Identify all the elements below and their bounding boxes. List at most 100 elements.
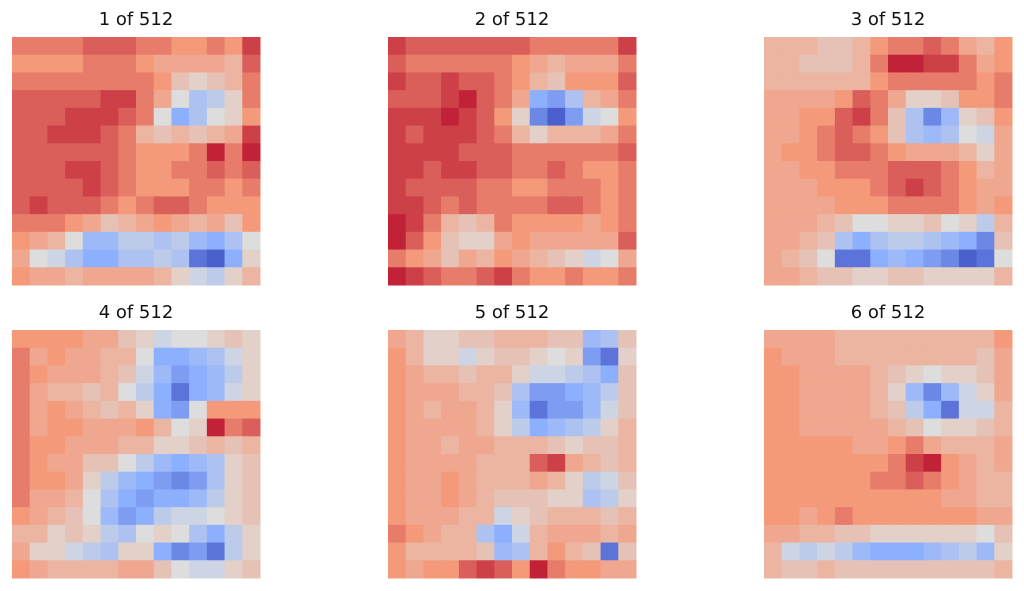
heatmap-cell (834, 330, 854, 349)
heatmap-cell (82, 214, 102, 233)
heatmap-cell (941, 365, 960, 384)
heatmap-cell (834, 524, 854, 544)
heatmap-cell (923, 524, 942, 544)
heatmap-cell (817, 524, 836, 544)
heatmap-cell (82, 489, 102, 508)
heatmap-cell (799, 418, 818, 437)
heatmap-cell (136, 542, 155, 561)
heatmap-cell (224, 249, 243, 268)
heatmap-cell (82, 542, 102, 561)
heatmap-cell (905, 143, 924, 162)
heatmap-cell (994, 507, 1013, 526)
heatmap-cell (458, 143, 478, 162)
heatmap-cell (224, 178, 243, 197)
heatmap-cell (582, 454, 602, 473)
heatmap-cell (529, 471, 548, 490)
heatmap-cell (547, 54, 566, 73)
heatmap-cell (817, 347, 836, 366)
heatmap-cell (118, 196, 137, 215)
heatmap-cell (905, 365, 924, 384)
heatmap-cell (582, 196, 602, 215)
heatmap-cell (888, 365, 907, 384)
heatmap-cell (494, 107, 513, 127)
heatmap-cell (565, 37, 584, 56)
heatmap-cell (171, 214, 190, 233)
heatmap-cell (565, 489, 584, 508)
heatmap-cell (136, 454, 155, 473)
heatmap-cell (82, 249, 102, 268)
heatmap-cell (817, 72, 836, 91)
heatmap-cell (888, 196, 907, 215)
heatmap-cell (512, 231, 531, 251)
heatmap-cell (224, 507, 243, 526)
heatmap-cell (994, 125, 1013, 144)
heatmap-cell (870, 214, 889, 233)
heatmap-cell (206, 507, 226, 526)
heatmap-cell (976, 161, 995, 180)
heatmap-cell (582, 125, 602, 144)
heatmap-cell (764, 72, 783, 91)
heatmap-cell (65, 90, 84, 109)
heatmap-cell (441, 72, 460, 91)
heatmap-cell (565, 347, 584, 366)
heatmap-cell (388, 436, 407, 455)
heatmap-cell (224, 347, 243, 366)
heatmap-cell (29, 507, 48, 526)
heatmap-cell (82, 418, 102, 437)
heatmap-cell (242, 196, 261, 215)
heatmap-cell (512, 54, 531, 73)
heatmap-cell (781, 54, 800, 73)
heatmap-cell (65, 383, 84, 402)
heatmap-cell (994, 107, 1013, 127)
heatmap-cell (65, 418, 84, 437)
heatmap-cell (476, 454, 495, 473)
heatmap-cell (976, 454, 995, 473)
heatmap-cell (494, 365, 513, 384)
heatmap-cell (582, 267, 602, 286)
panel-title: 6 of 512 (851, 302, 926, 323)
heatmap-cell (994, 249, 1013, 268)
heatmap-cell (47, 214, 66, 233)
heatmap-cell (764, 560, 783, 579)
heatmap-cell (512, 524, 531, 544)
heatmap-cell (512, 400, 531, 420)
heatmap-cell (923, 214, 942, 233)
heatmap-cell (423, 489, 442, 508)
heatmap-cell (923, 267, 942, 286)
heatmap-cell (153, 365, 172, 384)
heatmap-cell (136, 330, 155, 349)
heatmap-cell (153, 161, 172, 180)
heatmap-cell (852, 54, 871, 73)
heatmap-cell (224, 542, 243, 561)
heatmap-cell (941, 161, 960, 180)
heatmap-cell (958, 37, 978, 56)
heatmap-cell (189, 125, 208, 144)
heatmap-cell (476, 365, 495, 384)
heatmap-cell (600, 436, 619, 455)
heatmap-cell (12, 471, 31, 490)
heatmap-cell (834, 107, 854, 127)
heatmap-cell (65, 347, 84, 366)
heatmap-cell (388, 231, 407, 251)
heatmap-cell (189, 143, 208, 162)
heatmap-cell (118, 54, 137, 73)
heatmap-cell (600, 418, 619, 437)
heatmap-cell (189, 196, 208, 215)
heatmap-cell (582, 90, 602, 109)
heatmap-cell (189, 560, 208, 579)
heatmap-cell (100, 347, 119, 366)
heatmap-cell (817, 560, 836, 579)
heatmap-cell (600, 489, 619, 508)
heatmap-cell (29, 231, 48, 251)
heatmap-cell (388, 418, 407, 437)
heatmap-cell (547, 383, 566, 402)
heatmap-cell (242, 54, 261, 73)
heatmap-cell (441, 231, 460, 251)
heatmap-cell (242, 560, 261, 579)
heatmap-cell (618, 400, 637, 420)
heatmap-cell (405, 37, 424, 56)
heatmap-cell (65, 161, 84, 180)
heatmap-cell (405, 330, 424, 349)
heatmap-cell (852, 267, 871, 286)
